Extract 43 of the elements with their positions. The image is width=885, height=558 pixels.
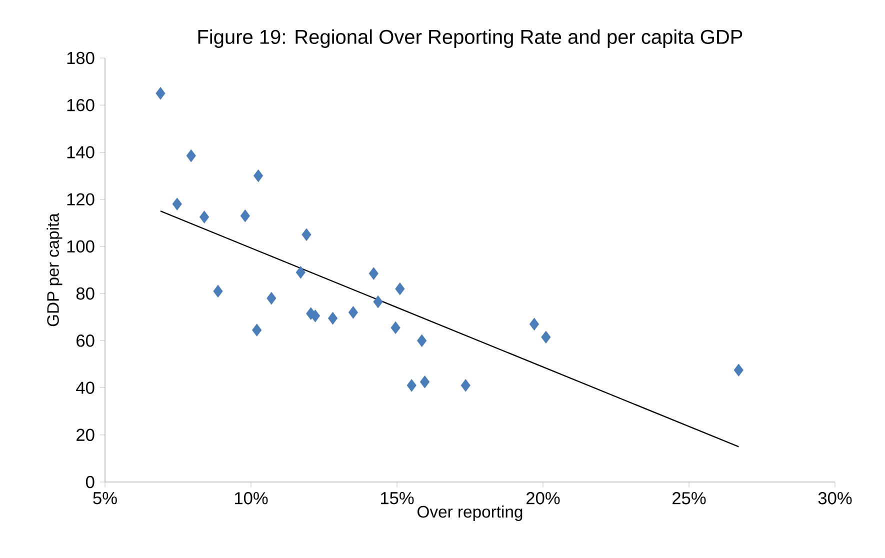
point — [406, 379, 416, 392]
y-tick-label: 160 — [67, 98, 94, 112]
point — [460, 379, 470, 392]
y-tick-label: 140 — [67, 146, 94, 158]
y-tick-label: 60 — [76, 334, 94, 347]
point — [186, 149, 196, 162]
y-tick-label: 120 — [67, 193, 94, 206]
point — [541, 330, 551, 344]
point — [240, 210, 250, 222]
y-tick-label: 80 — [76, 287, 94, 300]
x-axis-title: Over reporting — [418, 505, 522, 521]
point — [390, 321, 400, 334]
point — [395, 282, 405, 296]
x-tick-label: 30% — [818, 492, 852, 504]
point — [734, 364, 744, 376]
point — [156, 87, 166, 100]
y-tick-label: 100 — [67, 240, 94, 253]
point — [368, 267, 378, 280]
point — [420, 376, 430, 388]
point — [302, 228, 312, 241]
point — [172, 198, 182, 210]
point — [328, 312, 338, 325]
point — [373, 296, 383, 308]
y-tick-label: 0 — [86, 476, 94, 488]
point — [252, 324, 262, 336]
x-tick-label: 5% — [93, 492, 117, 504]
x-tick-label: 10% — [234, 492, 268, 504]
point — [200, 210, 210, 224]
y-tick-label: 40 — [76, 382, 94, 394]
y-tick-label: 180 — [67, 52, 94, 64]
point — [213, 284, 223, 298]
point — [348, 306, 358, 319]
y-axis-title: GDP per capita — [46, 213, 62, 326]
point — [417, 334, 427, 347]
y-tick-label: 20 — [76, 428, 94, 442]
point — [254, 170, 264, 182]
point — [529, 318, 540, 330]
point — [296, 266, 306, 279]
x-tick-label: 15% — [380, 492, 414, 504]
chart-title: Figure 19: Regional Over Reporting Rate and per capita GDP — [198, 29, 742, 48]
point — [266, 292, 276, 305]
x-tick-label: 20% — [526, 492, 560, 504]
x-tick-label: 25% — [672, 492, 706, 504]
